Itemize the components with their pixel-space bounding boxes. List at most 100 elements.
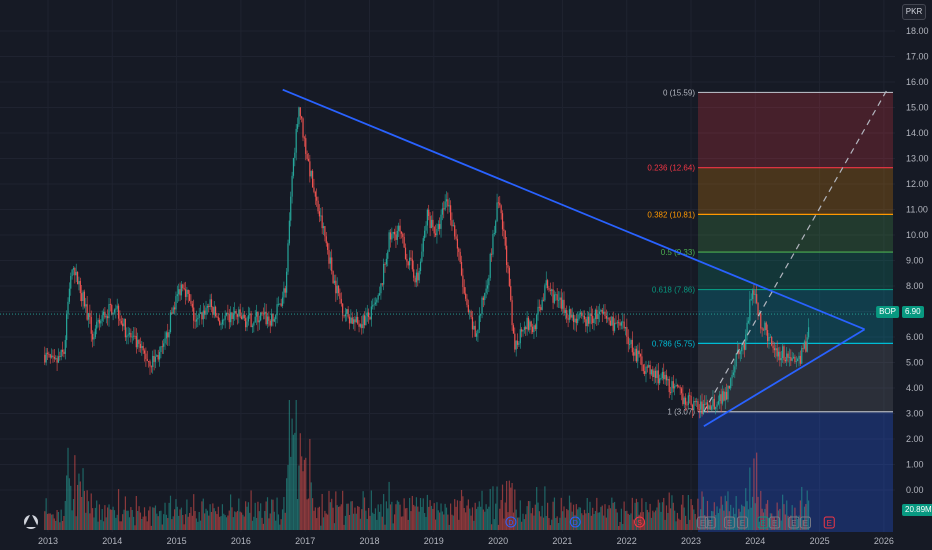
tradingview-logo-icon[interactable] [24, 513, 38, 529]
candle-body [271, 313, 273, 326]
volume-bar [787, 515, 789, 530]
currency-button[interactable]: PKR [902, 4, 926, 20]
candle-body [107, 316, 109, 319]
earnings-marker-icon[interactable] [799, 516, 811, 529]
volume-bar [352, 513, 355, 530]
descending-trendline[interactable] [282, 88, 865, 331]
candle-body [630, 340, 632, 345]
volume-bar [566, 508, 568, 530]
earnings-marker-icon[interactable] [769, 516, 781, 529]
volume-bar [682, 494, 684, 530]
volume-bar [691, 505, 694, 530]
candle-body [478, 315, 480, 330]
price-tick-label: 17.00 [906, 52, 929, 62]
volume-bar [271, 499, 273, 530]
candle-body [383, 263, 385, 285]
volume-bar [107, 507, 109, 530]
split-marker-icon[interactable] [634, 516, 646, 528]
fibonacci-retracement[interactable]: 0 (15.59)0.236 (12.64)0.382 (10.81)0.5 (… [647, 88, 893, 532]
earnings-marker-icon[interactable] [736, 516, 748, 529]
candle-body [720, 394, 722, 404]
volume-bar [660, 511, 662, 530]
earnings-marker-icon[interactable] [697, 516, 709, 529]
volume-bar [527, 501, 530, 530]
candle-body [79, 281, 81, 294]
trendline-drawings[interactable] [0, 88, 895, 428]
candle-body [512, 325, 515, 334]
volume-bar [654, 510, 657, 530]
volume-bar [178, 515, 180, 530]
candle-body [515, 340, 517, 350]
volume-bar [648, 512, 650, 530]
dividend-marker-icon[interactable] [505, 516, 517, 528]
candle-body [456, 238, 459, 249]
volume-bar [721, 504, 724, 530]
fib-level-label: 0.236 (12.64) [647, 164, 695, 173]
candle-body [674, 386, 676, 389]
earnings-marker-icon[interactable] [788, 516, 800, 529]
candle-body [273, 319, 275, 322]
candle-body [616, 322, 618, 324]
volume-bar [664, 519, 666, 530]
volume-bar [613, 501, 616, 530]
price-tick-label: 18.00 [906, 26, 929, 36]
candle-body [368, 312, 370, 318]
volume-bar [149, 506, 151, 530]
volume-bar [490, 524, 493, 530]
earnings-marker-icon[interactable] [823, 516, 835, 529]
volume-bar [460, 489, 463, 530]
candle-body [799, 355, 801, 364]
volume-bar [344, 515, 346, 530]
price-tick-label: 13.00 [906, 154, 929, 164]
volume-bar [757, 496, 759, 530]
volume-bar [197, 521, 199, 530]
time-axis-bg [0, 532, 932, 550]
volume-bar [329, 502, 331, 530]
volume-bar [712, 511, 714, 530]
candle-body [715, 406, 717, 410]
candle-body [685, 397, 687, 405]
volume-bar [739, 511, 741, 530]
volume-bar [301, 456, 303, 530]
candle-body [137, 339, 139, 348]
volume-bar [567, 510, 569, 530]
candle-body [132, 335, 135, 337]
candle-body [313, 187, 315, 192]
volume-bar [570, 502, 572, 530]
candle-body [443, 208, 445, 210]
volume-bar [473, 520, 475, 530]
volume-bar [399, 504, 401, 530]
volume-bar [552, 501, 554, 530]
candle-body [363, 315, 366, 326]
volume-bar [597, 512, 599, 530]
candle-body [51, 355, 53, 358]
candle-body [286, 271, 288, 293]
earnings-marker-icon[interactable] [757, 516, 769, 529]
volume-bar [135, 495, 137, 530]
fib-level-label: 0.618 (7.86) [652, 286, 695, 295]
projection-dashed-line[interactable] [703, 89, 888, 413]
candle-body [680, 388, 683, 394]
volume-bar [754, 503, 756, 530]
candle-body [204, 310, 206, 315]
earnings-marker-icon[interactable] [724, 516, 736, 529]
candle-body [612, 316, 614, 331]
candle-body [792, 356, 795, 359]
candle-body [209, 299, 211, 307]
price-axis[interactable]: 18.00 17.00 16.00 15.00 14.00 13.00 12.00 11.00… [895, 0, 932, 550]
earnings-marker-icon[interactable] [704, 516, 716, 529]
time-axis[interactable]: 2013 2014 2015 2016 2017 2018 2019 2020 2021 2022… [0, 532, 932, 550]
volume-bar [184, 514, 187, 530]
candle-body [329, 257, 331, 264]
volume-bar [480, 506, 482, 530]
ascending-trendline[interactable] [703, 328, 866, 428]
dividend-marker-icon[interactable] [569, 516, 581, 528]
volume-bar [756, 452, 758, 530]
volume-bar [295, 400, 297, 530]
candle-body [765, 322, 767, 331]
candle-body [488, 277, 490, 286]
volume-bar [448, 524, 450, 530]
candle-body [648, 365, 650, 368]
